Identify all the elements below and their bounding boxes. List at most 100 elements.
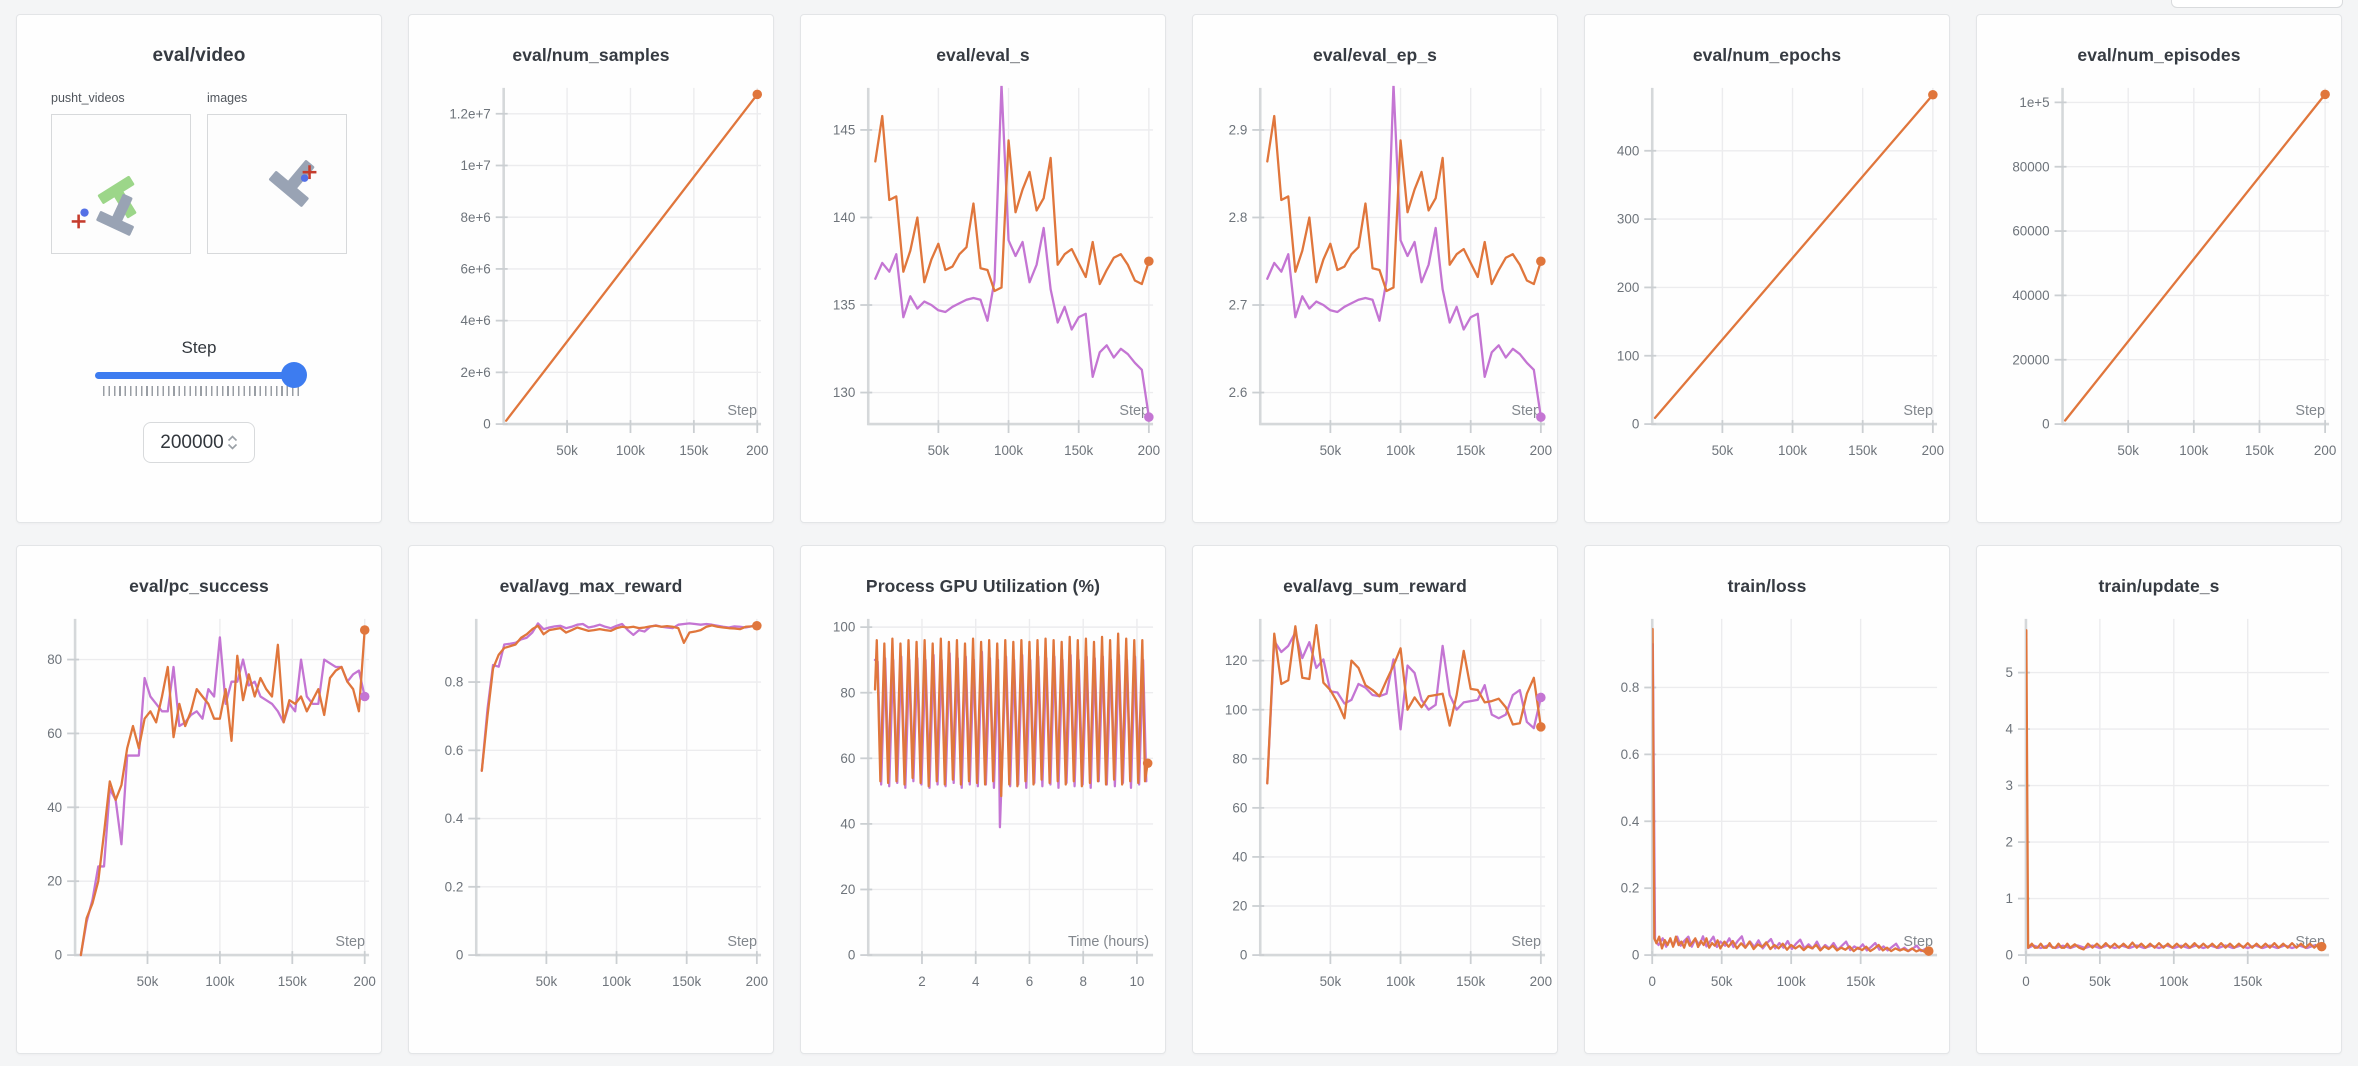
goal-cross-icon xyxy=(71,214,86,229)
svg-text:100: 100 xyxy=(833,620,855,635)
chart-plot-eval-eval-s[interactable]: 130 135 140 145 50k 100k 150k 200 Step xyxy=(801,74,1165,476)
svg-text:0: 0 xyxy=(2042,417,2049,432)
chart-plot-eval-avg-max-reward[interactable]: 0 0.2 0.4 0.6 0.8 50k 100k 150k 200 Step xyxy=(409,605,773,1007)
chart-plot-eval-eval-ep-s[interactable]: 2.6 2.7 2.8 2.9 50k 100k 150k 200 Step xyxy=(1193,74,1557,476)
chart-title: eval/num_epochs xyxy=(1692,45,1842,65)
gray-t-shape xyxy=(96,193,134,236)
svg-text:6: 6 xyxy=(1026,974,1033,989)
goal-cross-icon xyxy=(302,165,317,180)
step-value: 200000 xyxy=(160,431,224,453)
svg-text:0.6: 0.6 xyxy=(445,743,464,758)
svg-text:60000: 60000 xyxy=(2012,224,2049,239)
svg-text:150k: 150k xyxy=(1848,443,1877,458)
svg-text:50k: 50k xyxy=(1711,974,1733,989)
gray-t-shape xyxy=(269,160,315,207)
svg-text:100k: 100k xyxy=(1778,443,1807,458)
chart-plot-process-gpu-utilization[interactable]: 0 20 40 60 80 100 2 4 6 8 10 Time (hours) xyxy=(801,605,1165,1007)
svg-text:200: 200 xyxy=(354,974,376,989)
svg-text:3: 3 xyxy=(2006,778,2013,793)
svg-text:130: 130 xyxy=(833,385,855,400)
svg-text:2: 2 xyxy=(2006,835,2013,850)
thumb-label-pusht-videos: pusht_videos xyxy=(51,91,125,105)
svg-text:0.6: 0.6 xyxy=(1621,747,1640,762)
svg-text:2.9: 2.9 xyxy=(1229,123,1248,138)
svg-text:Step: Step xyxy=(1903,403,1933,419)
chart-title: train/loss xyxy=(1727,576,1807,596)
svg-text:0: 0 xyxy=(483,417,490,432)
chart-title: train/update_s xyxy=(2098,576,2220,596)
svg-text:1e+7: 1e+7 xyxy=(461,158,491,173)
svg-text:0: 0 xyxy=(1240,948,1247,963)
chart-panel-eval-num-episodes: eval/num_episodes 0 20000 40000 60000 80000 1… xyxy=(1976,14,2342,523)
svg-text:40: 40 xyxy=(840,816,855,831)
panel-eval-video: eval/video pusht_videos xyxy=(16,14,382,523)
chart-plot-eval-pc-success[interactable]: 0 20 40 60 80 50k 100k 150k 200 Step xyxy=(17,605,381,1007)
svg-text:50k: 50k xyxy=(2117,443,2139,458)
video-panel-title: eval/video xyxy=(152,45,246,66)
svg-text:60: 60 xyxy=(840,751,855,766)
chart-panel-process-gpu-utilization: Process GPU Utilization (%) 0 20 40 60 80 100… xyxy=(800,545,1166,1054)
svg-text:50k: 50k xyxy=(536,974,558,989)
chart-plot-eval-avg-sum-reward[interactable]: 0 20 40 60 80 100 120 50k 100k 150k 200 Step xyxy=(1193,605,1557,1007)
step-slider-label: Step xyxy=(181,338,217,357)
svg-text:100k: 100k xyxy=(2179,443,2208,458)
svg-text:0: 0 xyxy=(848,948,855,963)
chart-plot-eval-num-samples[interactable]: 0 2e+6 4e+6 6e+6 8e+6 1e+7 1.2e+7 50k 100k 150k 20… xyxy=(409,74,773,476)
svg-text:50k: 50k xyxy=(928,443,950,458)
chart-title: eval/pc_success xyxy=(129,576,269,596)
svg-text:Step: Step xyxy=(1511,934,1541,950)
svg-text:0: 0 xyxy=(55,948,62,963)
chart-title: eval/avg_sum_reward xyxy=(1283,576,1467,596)
svg-text:150k: 150k xyxy=(1846,974,1875,989)
slider-thumb[interactable] xyxy=(281,362,307,388)
svg-text:0.2: 0.2 xyxy=(445,879,464,894)
chart-plot-eval-num-episodes[interactable]: 0 20000 40000 60000 80000 1e+5 50k 100k 150k 200 S… xyxy=(1977,74,2341,476)
svg-text:1.2e+7: 1.2e+7 xyxy=(449,106,490,121)
svg-text:150k: 150k xyxy=(278,974,307,989)
stepper-arrows-icon[interactable] xyxy=(227,435,238,450)
svg-text:150k: 150k xyxy=(1456,974,1485,989)
svg-text:100k: 100k xyxy=(205,974,234,989)
pusht-videos-thumbnail[interactable] xyxy=(51,114,191,254)
chart-plot-eval-num-epochs[interactable]: 0 100 200 300 400 50k 100k 150k 200 Step xyxy=(1585,74,1949,476)
svg-text:2.8: 2.8 xyxy=(1229,210,1248,225)
svg-text:145: 145 xyxy=(833,123,855,138)
svg-text:200: 200 xyxy=(1922,443,1944,458)
svg-text:400: 400 xyxy=(1617,143,1639,158)
chart-panel-eval-num-samples: eval/num_samples 0 2e+6 4e+6 6e+6 8e+6 1e+7 1.… xyxy=(408,14,774,523)
chart-title: eval/num_samples xyxy=(512,45,670,65)
svg-text:0.2: 0.2 xyxy=(1621,881,1640,896)
partial-panel-above xyxy=(2171,0,2343,8)
svg-text:60: 60 xyxy=(1232,800,1247,815)
svg-text:2e+6: 2e+6 xyxy=(461,365,491,380)
slider-track[interactable] xyxy=(95,362,307,388)
svg-text:100k: 100k xyxy=(602,974,631,989)
svg-text:200: 200 xyxy=(746,443,768,458)
svg-text:2.7: 2.7 xyxy=(1229,298,1248,313)
svg-text:200: 200 xyxy=(1530,443,1552,458)
chart-title: eval/eval_ep_s xyxy=(1312,45,1437,65)
svg-text:50k: 50k xyxy=(1320,974,1342,989)
images-thumbnail[interactable] xyxy=(207,114,347,254)
svg-text:140: 140 xyxy=(833,210,855,225)
svg-text:Time (hours): Time (hours) xyxy=(1068,934,1149,950)
step-number-input[interactable]: 200000 xyxy=(143,422,255,463)
chart-plot-train-loss[interactable]: 0 0.2 0.4 0.6 0.8 0 50k 100k 150k Step xyxy=(1585,605,1949,1007)
svg-text:150k: 150k xyxy=(1456,443,1485,458)
svg-text:80: 80 xyxy=(840,685,855,700)
chart-panel-eval-avg-sum-reward: eval/avg_sum_reward 0 20 40 60 80 100 120 50k 10… xyxy=(1192,545,1558,1054)
media-thumbnails: pusht_videos xyxy=(17,91,381,254)
svg-text:60: 60 xyxy=(47,726,62,741)
svg-text:0: 0 xyxy=(456,948,463,963)
step-slider[interactable] xyxy=(95,362,307,396)
svg-text:1e+5: 1e+5 xyxy=(2019,95,2049,110)
svg-text:4: 4 xyxy=(2006,722,2014,737)
pusht-scene-image xyxy=(71,175,137,236)
svg-text:0: 0 xyxy=(1648,974,1655,989)
chart-panel-train-loss: train/loss 0 0.2 0.4 0.6 0.8 0 50k 100k 150k Step xyxy=(1584,545,1950,1054)
svg-text:5: 5 xyxy=(2006,665,2013,680)
svg-text:0: 0 xyxy=(2006,948,2013,963)
svg-text:120: 120 xyxy=(1225,653,1247,668)
